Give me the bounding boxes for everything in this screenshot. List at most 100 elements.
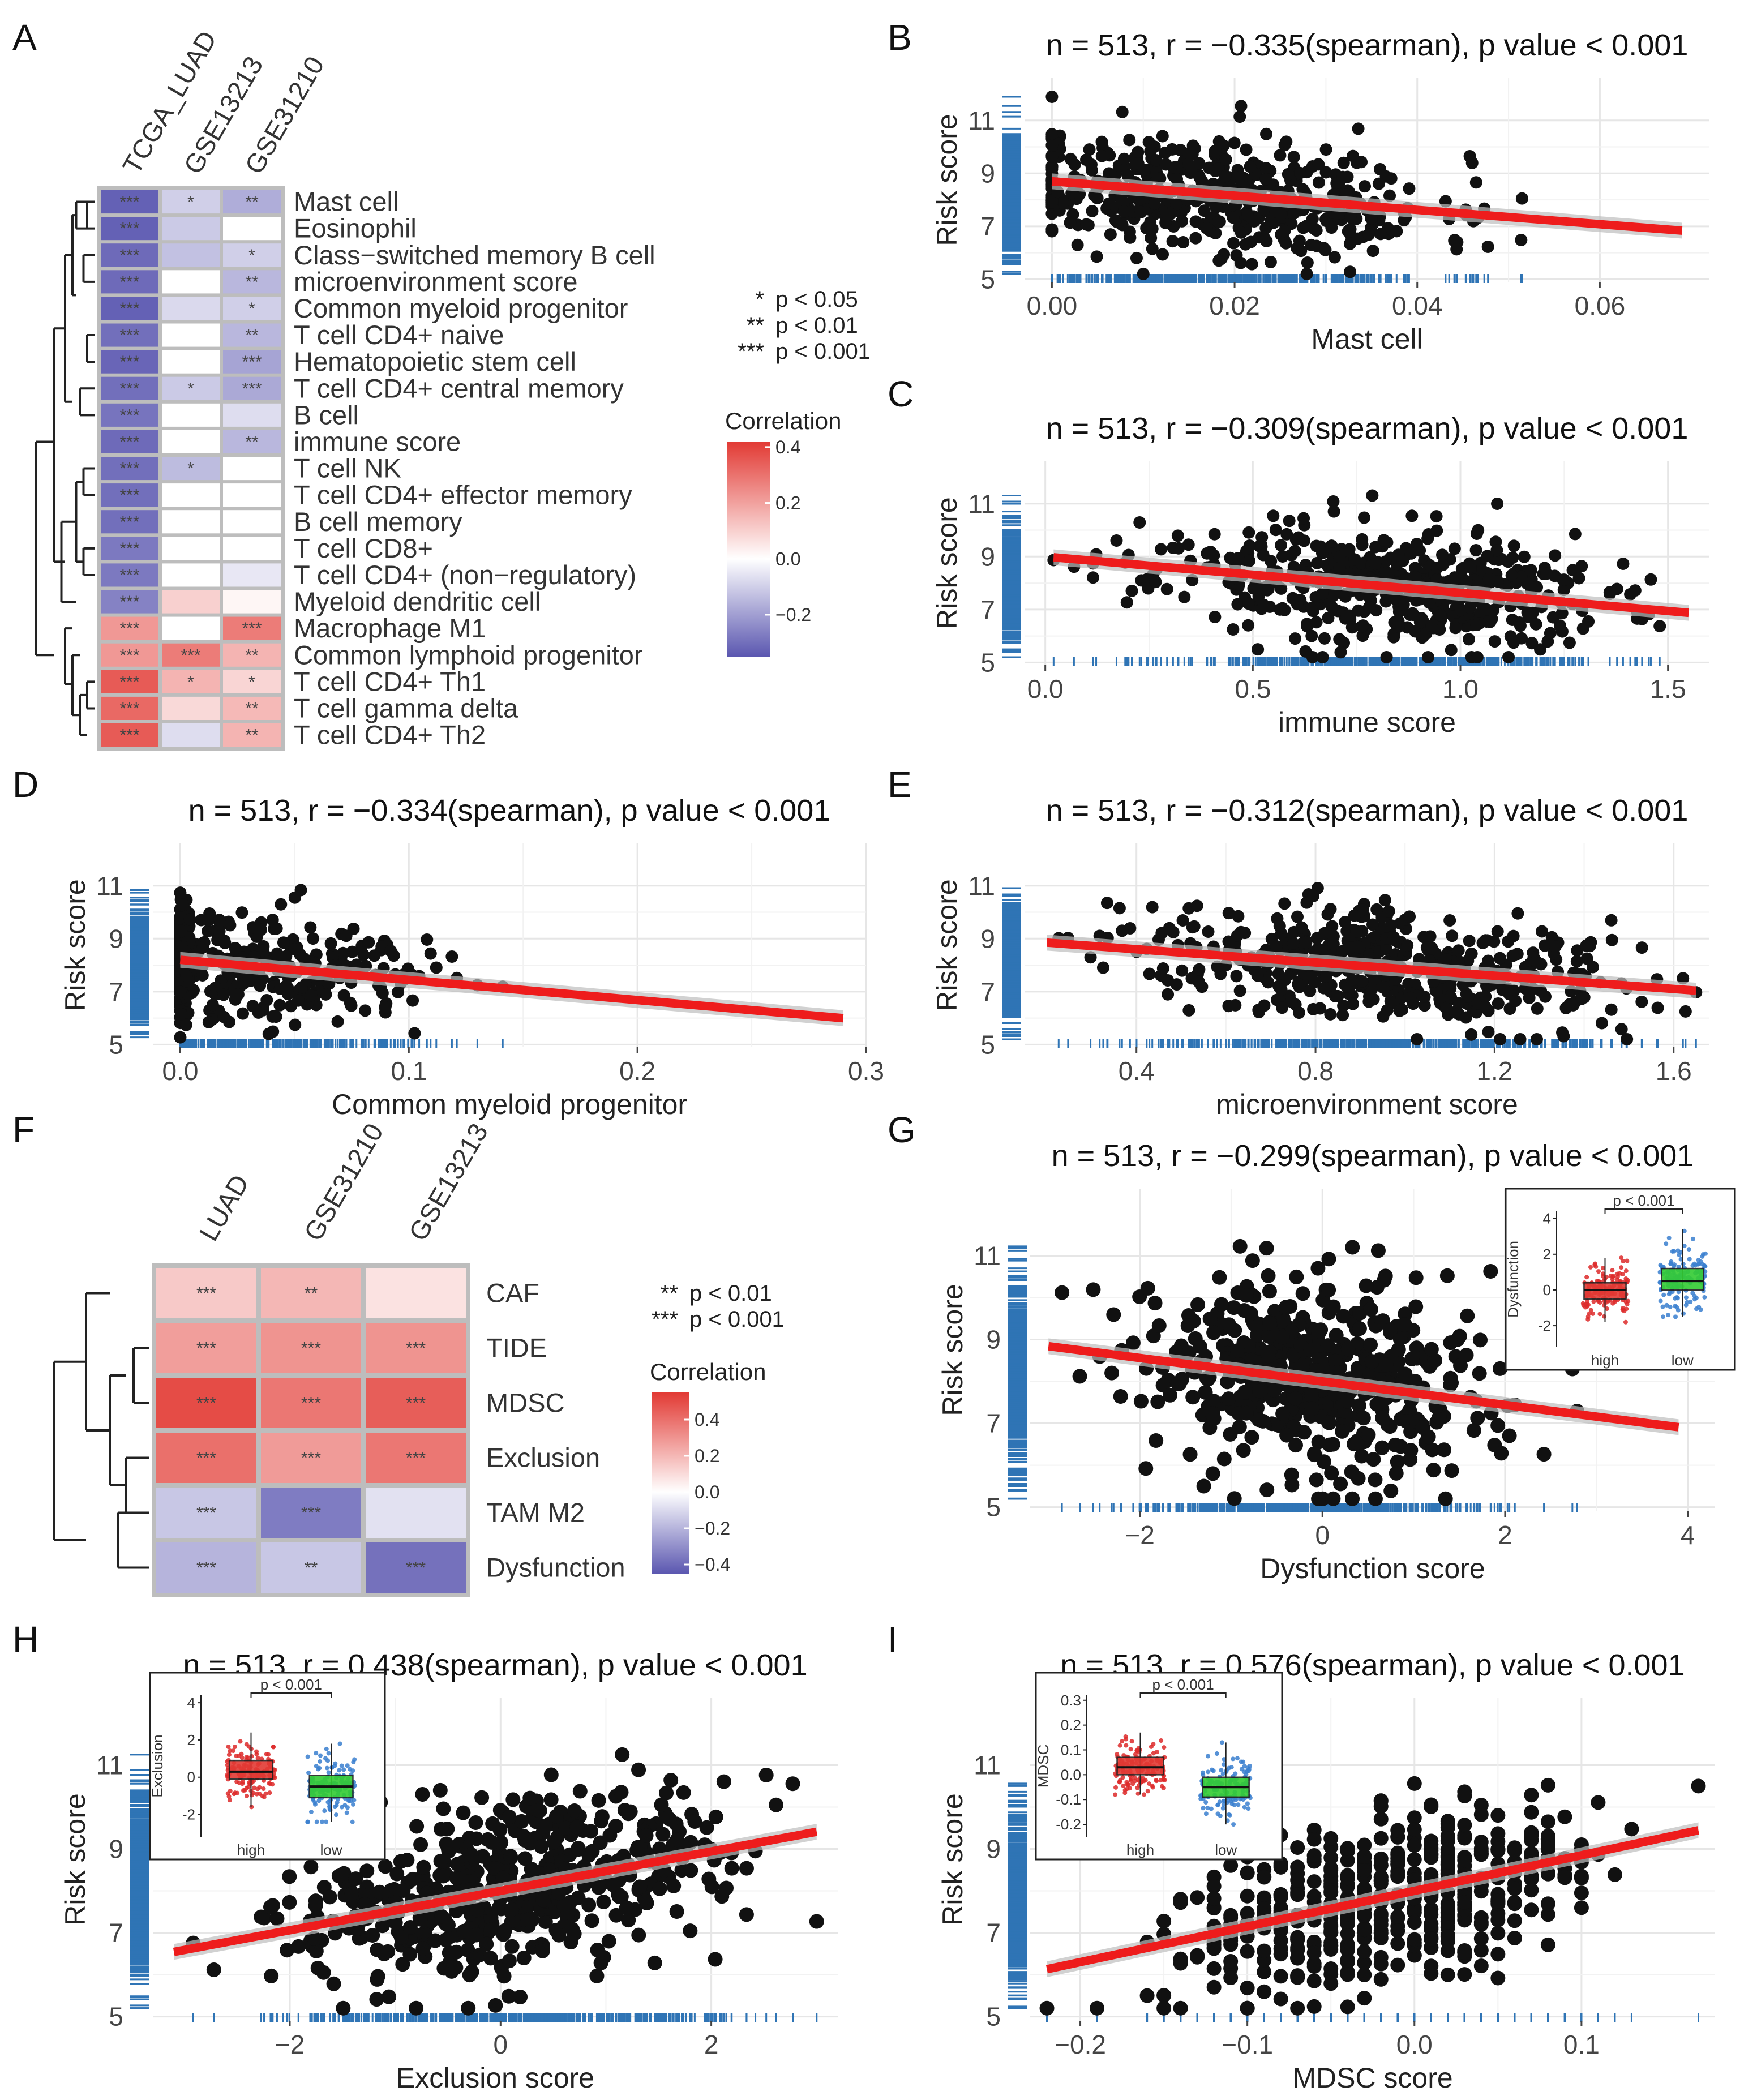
data-point (1346, 621, 1359, 633)
heatmap-cell (162, 270, 220, 293)
color-legend-title: Correlation (725, 408, 841, 434)
dendrogram-branch (54, 1362, 86, 1540)
data-point (271, 922, 283, 935)
data-point (1540, 567, 1553, 580)
heatmap-cell (162, 243, 220, 267)
data-point (1207, 549, 1220, 562)
dendrogram-branch (84, 469, 95, 495)
heatmap-row-label: T cell CD4+ naive (294, 320, 504, 350)
data-point (1172, 529, 1184, 542)
data-point (269, 1010, 281, 1022)
significance-mark: * (187, 193, 194, 212)
data-point (277, 936, 290, 949)
heatmap-cell (223, 590, 281, 614)
data-point (1282, 168, 1295, 181)
panel-label-c: C (888, 374, 914, 414)
data-point (1242, 619, 1254, 632)
significance-mark: *** (119, 220, 139, 238)
data-point (1405, 509, 1418, 522)
dendrogram-branch (36, 442, 54, 655)
significance-mark: *** (119, 486, 139, 505)
heatmap-row-label: T cell CD4+ Th1 (294, 666, 486, 696)
dendrogram-branch (126, 1458, 149, 1513)
data-point (295, 981, 308, 993)
data-point (1243, 555, 1255, 567)
data-point (1228, 136, 1241, 149)
heatmap-cell (162, 617, 220, 640)
panel-label-a: A (12, 17, 37, 58)
data-point (1285, 549, 1297, 562)
data-point (1422, 651, 1434, 663)
legend-tick-label: 0.0 (775, 548, 800, 569)
data-point (425, 948, 437, 960)
data-point (384, 945, 397, 957)
heatmap-column-label: LUAD (193, 1169, 255, 1246)
data-point (1257, 230, 1270, 243)
data-point (1336, 171, 1349, 183)
data-point (1149, 576, 1162, 588)
color-legend-bar (727, 442, 770, 657)
data-point (1178, 591, 1190, 603)
significance-mark: *** (196, 1339, 216, 1358)
data-point (175, 925, 187, 937)
dendrogram-branch (84, 255, 95, 282)
heatmap-column-label: GSE31210 (298, 1118, 389, 1246)
data-point (1366, 490, 1378, 502)
panel-label-h: H (12, 1619, 38, 1660)
data-point (1118, 205, 1130, 218)
data-point (202, 925, 214, 937)
data-point (1653, 620, 1666, 632)
heatmap-cell (162, 563, 220, 586)
data-point (183, 913, 196, 925)
significance-mark: *** (301, 1504, 321, 1523)
data-point (359, 1004, 371, 1017)
data-point (1149, 198, 1161, 210)
data-point (1104, 228, 1117, 241)
y-tick-label: 5 (980, 648, 995, 677)
data-point (332, 1015, 344, 1028)
y-tick-label: 9 (980, 158, 995, 188)
significance-mark: *** (119, 379, 139, 398)
data-point (217, 1011, 230, 1023)
heatmap-row-label: T cell CD8+ (294, 533, 433, 563)
x-tick-label: 0.3 (848, 1056, 884, 1086)
data-point (340, 929, 353, 942)
data-point (1491, 498, 1503, 510)
significance-mark: *** (119, 432, 139, 451)
data-point (1463, 633, 1475, 645)
heatmap-cell (366, 1268, 466, 1318)
data-point (1233, 110, 1246, 123)
data-point (1288, 151, 1300, 163)
data-point (1450, 243, 1463, 255)
data-point (1518, 551, 1531, 563)
data-point (307, 932, 319, 945)
data-point (275, 898, 287, 911)
data-point (1392, 548, 1404, 561)
sig-legend-symbol: *** (738, 339, 764, 364)
data-point (1267, 509, 1279, 522)
plot-title: n = 513, r = −0.334(spearman), p value <… (188, 794, 831, 828)
data-point (1507, 636, 1520, 649)
data-point (1235, 257, 1247, 269)
data-point (1278, 225, 1291, 237)
data-point (1045, 91, 1058, 103)
data-point (1209, 145, 1222, 157)
sig-legend-text: p < 0.05 (775, 287, 858, 312)
data-point (1319, 244, 1332, 256)
legend-tick-label: 0.4 (695, 1409, 719, 1430)
significance-mark: *** (181, 646, 200, 665)
data-point (1193, 157, 1205, 170)
data-point (421, 933, 433, 946)
data-point (1156, 130, 1169, 142)
data-point (1246, 258, 1258, 271)
heatmap-cell (223, 537, 281, 560)
data-point (1110, 534, 1122, 547)
data-point (1045, 225, 1058, 238)
significance-mark: ** (245, 726, 259, 745)
data-point (1280, 135, 1292, 148)
heatmap-cell (223, 217, 281, 240)
legend-tick-label: 0.2 (775, 493, 800, 513)
data-point (1045, 139, 1058, 152)
data-point (1080, 218, 1092, 230)
x-tick-label: 0.1 (391, 1056, 427, 1086)
